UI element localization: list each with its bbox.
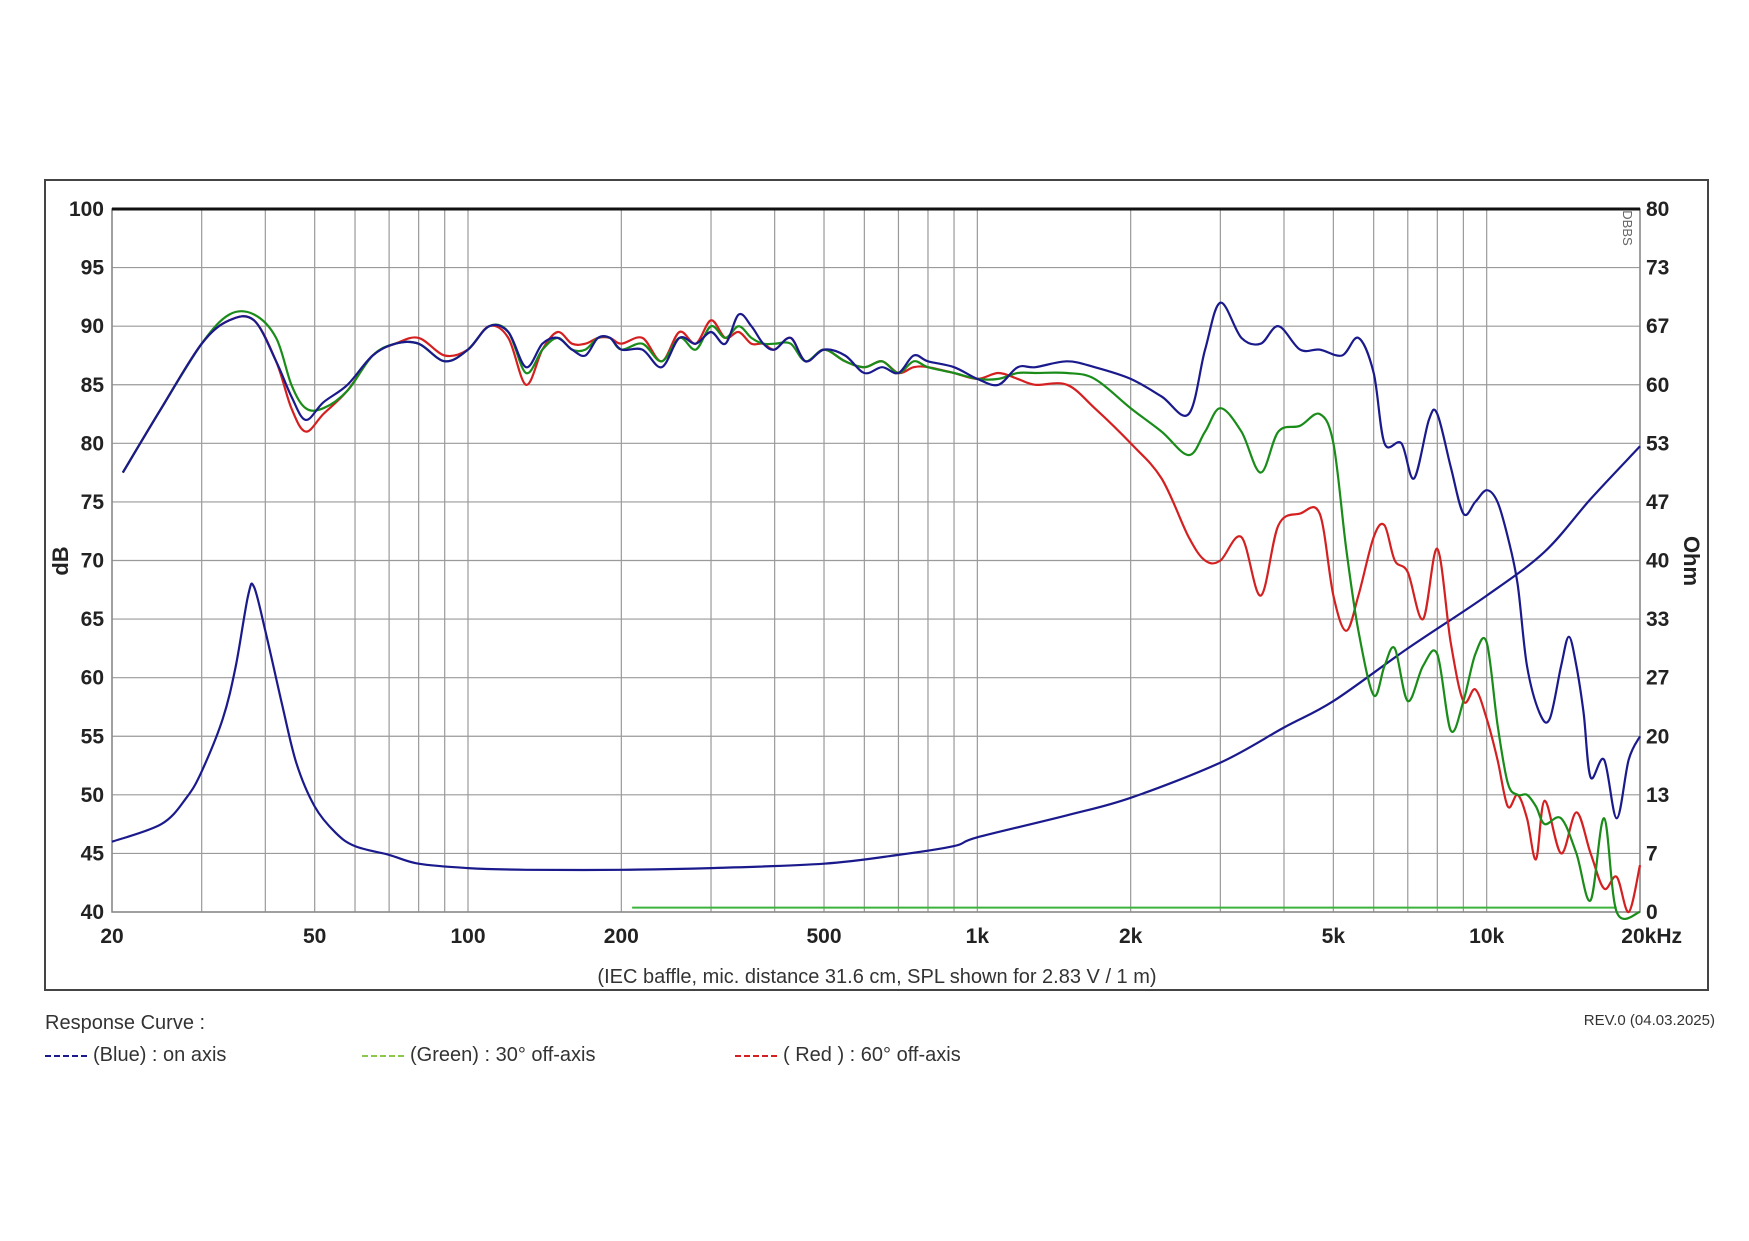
- y-right-tick-label: 27: [1646, 667, 1669, 690]
- legend-label-green: (Green) : 30° off-axis: [410, 1044, 596, 1066]
- y-right-tick-label: 60: [1646, 374, 1669, 397]
- x-tick-label: 500: [806, 925, 841, 948]
- y-right-tick-label: 0: [1646, 901, 1658, 924]
- y-left-tick-label: 40: [81, 901, 104, 924]
- y-left-tick-label: 80: [81, 432, 104, 455]
- legend-item-green: (Green) : 30° off-axis: [362, 1044, 595, 1067]
- x-tick-label: 20kHz: [1621, 925, 1682, 948]
- legend-item-red: ( Red ) : 60° off-axis: [735, 1044, 961, 1067]
- y-right-axis-title: Ohm: [1679, 536, 1704, 586]
- series-layer: [111, 301, 1642, 920]
- y-right-tick-label: 33: [1646, 608, 1669, 631]
- series-impedance: [111, 445, 1641, 872]
- legend-swatch-green: [362, 1054, 404, 1057]
- y-right-tick-label: 67: [1646, 315, 1669, 338]
- y-right-tick-label: 47: [1646, 491, 1669, 514]
- y-left-tick-label: 65: [81, 608, 105, 631]
- x-tick-label: 100: [450, 925, 485, 948]
- legend-label-blue: (Blue) : on axis: [93, 1044, 227, 1066]
- x-tick-label: 50: [303, 925, 326, 948]
- y-right-tick-label: 20: [1646, 725, 1669, 748]
- y-left-axis-title: dB: [48, 546, 73, 575]
- y-right-tick-label: 13: [1646, 784, 1669, 807]
- legend-title: Response Curve :: [45, 1012, 206, 1034]
- legend-swatch-blue: [45, 1054, 87, 1057]
- y-right-tick-label: 7: [1646, 842, 1658, 865]
- y-left-tick-label: 95: [81, 257, 105, 280]
- x-tick-label: 1k: [966, 925, 990, 948]
- y-left-tick-label: 50: [81, 784, 104, 807]
- legend-swatch-red: [735, 1054, 777, 1057]
- y-left-tick-label: 85: [81, 374, 105, 397]
- y-left-tick-label: 60: [81, 667, 104, 690]
- x-tick-label: 20: [100, 925, 123, 948]
- tick-labels: 1009590858075706560555045408073676053474…: [69, 198, 1682, 948]
- y-right-tick-label: 80: [1646, 198, 1669, 221]
- revision-label: REV.0 (04.03.2025): [1583, 1012, 1715, 1029]
- y-left-tick-label: 75: [81, 491, 105, 514]
- x-tick-label: 10k: [1469, 925, 1504, 948]
- y-left-tick-label: 45: [81, 842, 105, 865]
- legend-label-red: ( Red ) : 60° off-axis: [783, 1044, 961, 1066]
- y-right-tick-label: 73: [1646, 257, 1669, 280]
- y-left-tick-label: 90: [81, 315, 104, 338]
- x-tick-label: 5k: [1322, 925, 1346, 948]
- side-code: DBBS: [1620, 210, 1635, 246]
- y-right-tick-label: 53: [1646, 432, 1669, 455]
- series-on-axis: [121, 301, 1641, 820]
- y-right-tick-label: 40: [1646, 550, 1669, 573]
- x-tick-label: 200: [604, 925, 639, 948]
- chart-frame: [44, 179, 1709, 991]
- y-left-tick-label: 70: [81, 550, 104, 573]
- measurement-note: (IEC baffle, mic. distance 31.6 cm, SPL …: [597, 966, 1156, 988]
- legend-item-blue: (Blue) : on axis: [45, 1044, 226, 1067]
- y-left-tick-label: 100: [69, 198, 104, 221]
- y-left-tick-label: 55: [81, 725, 105, 748]
- grid: [111, 207, 1641, 913]
- x-tick-label: 2k: [1119, 925, 1143, 948]
